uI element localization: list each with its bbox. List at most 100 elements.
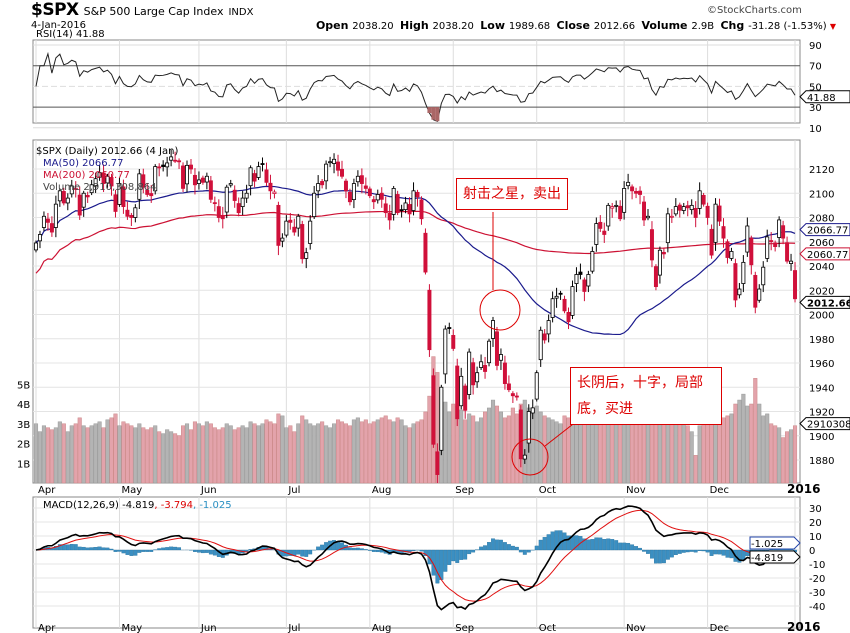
volume-bar: [347, 425, 352, 484]
candle-body: [526, 411, 531, 444]
volume-bar: [244, 427, 249, 484]
price-tick: 1880: [809, 456, 834, 467]
macd-histogram-bar: [618, 542, 623, 551]
volume-bar: [602, 421, 607, 484]
candle-body: [220, 214, 225, 220]
macd-tick: -40: [809, 602, 825, 613]
macd-histogram-bar: [546, 534, 551, 551]
volume-bar: [165, 429, 170, 484]
macd-histogram-bar: [661, 549, 666, 564]
candle-body: [423, 232, 428, 273]
close-tag-frame: [799, 295, 850, 309]
volume-bar: [641, 421, 647, 484]
candle-body: [244, 192, 249, 199]
volume-bar: [777, 427, 782, 484]
macd-histogram-bar: [351, 547, 356, 551]
candle-body: [85, 194, 90, 198]
candle-body: [622, 187, 627, 213]
quote-key: Volume: [641, 19, 692, 32]
volume-bar: [383, 415, 388, 484]
x-tick-label: Jun: [200, 623, 217, 633]
volume-bar: [447, 411, 452, 484]
volume-bar: [117, 425, 122, 484]
macd-tick: 20: [809, 518, 822, 529]
candle-body: [224, 186, 229, 213]
candle-body: [117, 183, 122, 205]
candle-body: [713, 203, 718, 243]
candle-body: [399, 209, 404, 212]
candle-body: [316, 183, 321, 192]
candle-body: [41, 215, 46, 228]
x-tick-label: Jul: [287, 485, 300, 496]
macd-histogram-bar: [653, 549, 658, 564]
candle-body: [65, 197, 70, 204]
candle-body: [49, 223, 54, 233]
candle-body: [109, 177, 114, 187]
volume-bar: [483, 411, 488, 484]
candle-body: [371, 199, 376, 203]
candle-body: [232, 189, 237, 201]
macd-histogram-bar: [145, 549, 150, 552]
macd-histogram-bar: [737, 549, 742, 563]
macd-histogram-bar: [455, 549, 460, 563]
macd-histogram-bar: [566, 535, 571, 551]
price-tick: 2080: [809, 214, 834, 225]
candle-body: [614, 204, 619, 207]
candle-body: [141, 174, 146, 188]
candle-body: [284, 220, 289, 236]
volume-bar: [479, 417, 484, 484]
ma200-tag-frame: [799, 247, 850, 261]
macd-histogram-bar: [709, 549, 714, 556]
candle-body: [693, 208, 698, 218]
candle-body: [661, 251, 666, 255]
volume-bar: [248, 421, 253, 484]
x-tick-label: Nov: [626, 623, 646, 633]
candle-body: [471, 362, 476, 386]
candle-body: [447, 327, 452, 329]
candle-body: [602, 230, 607, 235]
volume-bar: [379, 417, 384, 484]
candle-body: [757, 288, 762, 301]
macd-histogram-bar: [499, 539, 503, 551]
candle-body: [594, 223, 599, 245]
volume-bar: [137, 423, 142, 484]
volume-bar: [53, 427, 58, 484]
candle-body: [721, 226, 726, 239]
volume-bar: [240, 425, 245, 484]
macd-histogram-bar: [419, 549, 424, 552]
macd-histogram-bar: [141, 549, 146, 552]
volume-bar: [490, 399, 496, 484]
macd-histogram-bar: [423, 549, 428, 556]
candle-body: [77, 194, 82, 216]
x-tick-label: Jul: [287, 623, 300, 633]
volume-bar: [598, 417, 603, 484]
volume-bar: [574, 421, 579, 484]
macd-histogram-bar: [173, 546, 178, 551]
macd-histogram-bar: [610, 539, 615, 551]
macd-histogram-bar: [717, 549, 722, 555]
price-tick: 1960: [809, 359, 834, 370]
volume-bar: [332, 423, 337, 484]
macd-histogram-bar: [340, 542, 344, 551]
volume-bar: [73, 423, 78, 484]
candle-body: [192, 174, 197, 186]
candle-body: [415, 191, 420, 198]
candle-body: [200, 177, 205, 183]
volume-bar: [141, 427, 146, 484]
candle-body: [324, 163, 329, 182]
volume-bar: [407, 427, 412, 484]
macd-histogram-bar: [363, 549, 368, 551]
macd-value: MACD(12,26,9) -4.819: [43, 500, 155, 511]
volume-bar: [371, 421, 376, 484]
candle-body: [427, 289, 432, 351]
x-tick-label: Dec: [710, 623, 729, 633]
macd-histogram-bar: [81, 546, 86, 551]
candle-body: [725, 241, 730, 258]
candle-body: [789, 260, 794, 264]
volume-tick: 3B: [17, 420, 30, 431]
macd-histogram-bar: [506, 544, 511, 551]
sell-annotation: 射击之星，卖出: [456, 178, 568, 210]
macd-histogram-bar: [121, 549, 126, 554]
candle-body: [685, 205, 690, 209]
volume-bar: [630, 419, 635, 484]
